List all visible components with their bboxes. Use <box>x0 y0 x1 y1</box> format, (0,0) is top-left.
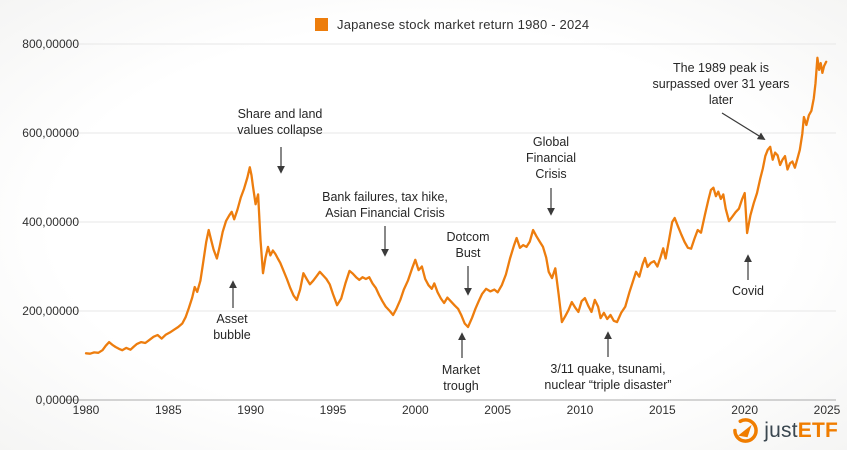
x-axis-tick-label: 2020 <box>731 403 758 417</box>
y-axis-tick-label: 200,00000 <box>22 304 79 318</box>
annotation-line: values collapse <box>237 123 323 137</box>
annotation-line: bubble <box>213 328 251 342</box>
gridlines <box>64 43 836 312</box>
annotation-share-collapse: Share and land values collapse <box>237 106 322 138</box>
series-line-japan-stock-return <box>84 56 828 355</box>
annotation-line: surpassed over 31 years <box>652 77 790 91</box>
y-axis-tick-label: 600,00000 <box>22 126 79 140</box>
annotation-peak-surpassed: The 1989 peak is surpassed over 31 years l… <box>653 60 790 108</box>
annotation-line: The 1989 peak is <box>673 61 769 75</box>
annotation-gfc: Global Financial Crisis <box>526 134 576 182</box>
annotation-line: trough <box>443 379 479 393</box>
annotation-arrows <box>229 112 766 358</box>
x-axis-tick-label: 1980 <box>72 403 100 417</box>
x-axis-tick-label: 1995 <box>319 403 347 417</box>
x-axis-tick-label: 1985 <box>154 403 182 417</box>
annotation-dotcom-bust: Dotcom Bust <box>446 229 489 261</box>
legend-label: Japanese stock market return 1980 - 2024 <box>337 17 590 32</box>
logo-text-etf: ETF <box>797 418 838 442</box>
x-axis-tick-label: 2000 <box>401 403 429 417</box>
annotation-covid: Covid <box>732 283 764 299</box>
legend-swatch <box>315 18 328 31</box>
justetf-logo-text: justETF <box>764 419 838 443</box>
annotation-line: Bank failures, tax hike, <box>322 190 448 204</box>
y-axis-tick-label: 400,00000 <box>22 215 79 229</box>
x-axis-tick-label: 2025 <box>813 403 841 417</box>
annotation-asset-bubble: Asset bubble <box>213 311 251 343</box>
annotation-market-trough: Market trough <box>442 362 480 394</box>
annotation-line: nuclear “triple disaster” <box>544 378 672 392</box>
annotation-line: Crisis <box>535 167 567 181</box>
annotation-line: Global <box>532 135 570 149</box>
annotation-line: later <box>708 93 734 107</box>
x-axis-tick-label: 2010 <box>566 403 594 417</box>
y-axis-tick-label: 800,00000 <box>22 37 79 51</box>
annotation-line: Share and land <box>237 107 323 121</box>
annotation-line: 3/11 quake, tsunami, <box>550 362 666 376</box>
annotation-arrow-peak-surpassed <box>721 112 766 140</box>
x-axis-tick-label: 1990 <box>237 403 264 417</box>
chart-legend: Japanese stock market return 1980 - 2024 <box>315 17 589 32</box>
x-axis-tick-label: 2015 <box>648 403 676 417</box>
annotation-line: Market <box>441 363 481 377</box>
logo-text-just: just <box>764 418 798 442</box>
annotation-line: Asset <box>216 312 248 326</box>
annotation-line: Covid <box>732 284 764 298</box>
annotation-line: Financial <box>525 151 577 165</box>
annotation-line: Dotcom <box>446 230 490 244</box>
annotation-bank-failures: Bank failures, tax hike, Asian Financial … <box>322 189 448 221</box>
annotation-line: Asian Financial Crisis <box>325 206 445 220</box>
x-axis-tick-label: 2005 <box>484 403 511 417</box>
justetf-logo: justETF <box>732 417 838 444</box>
y-axis-tick-label: 0,00000 <box>35 393 79 407</box>
justetf-logo-icon <box>733 418 759 443</box>
annotation-triple-disaster: 3/11 quake, tsunami, nuclear “triple disa… <box>544 361 671 393</box>
annotation-line: Bust <box>455 246 481 260</box>
